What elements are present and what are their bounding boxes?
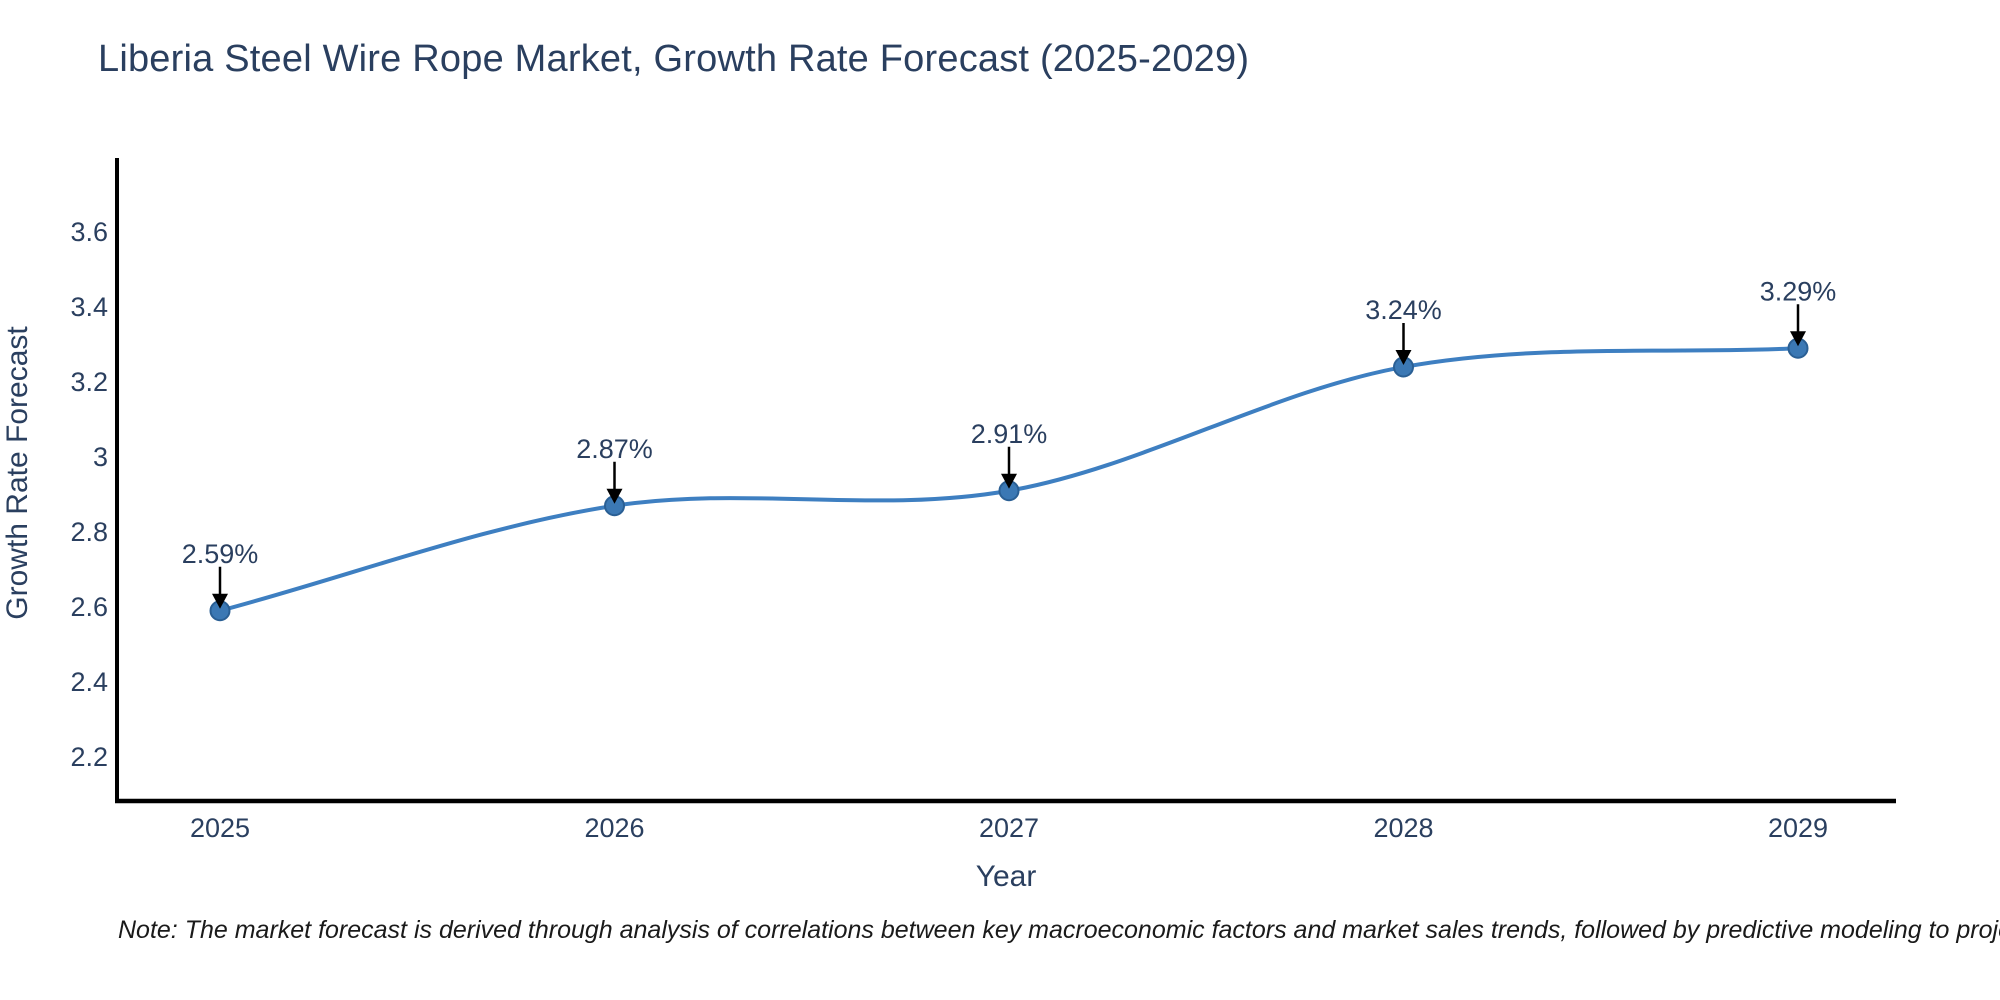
chart-title: Liberia Steel Wire Rope Market, Growth R… <box>98 38 1250 80</box>
y-tick-label: 2.6 <box>70 592 108 622</box>
x-tick-label: 2029 <box>1768 813 1828 843</box>
y-tick-label: 3.2 <box>70 367 108 397</box>
annotation-label: 2.91% <box>971 419 1048 449</box>
y-tick-label: 2.8 <box>70 517 108 547</box>
x-axis-title: Year <box>976 860 1037 893</box>
x-tick-label: 2026 <box>584 813 644 843</box>
annotation-arrowhead-icon <box>606 488 623 504</box>
annotation-label: 3.29% <box>1760 276 1837 306</box>
y-tick-label: 3.6 <box>70 217 108 247</box>
y-tick-label: 2.4 <box>70 667 108 697</box>
y-tick-label: 3.4 <box>70 292 108 322</box>
annotation-arrowhead-icon <box>212 593 228 609</box>
x-tick-label: 2028 <box>1373 813 1433 843</box>
x-tick-label: 2025 <box>190 813 250 843</box>
y-tick-label: 3 <box>93 442 108 472</box>
annotation-label: 3.24% <box>1365 295 1442 325</box>
y-axis-title: Growth Rate Forecast <box>1 326 34 620</box>
x-tick-label: 2027 <box>979 813 1039 843</box>
annotation-arrowhead-icon <box>1001 473 1017 489</box>
annotation-arrowhead-icon <box>1790 331 1806 347</box>
annotation-label: 2.59% <box>182 539 259 569</box>
footnote: Note: The market forecast is derived thr… <box>118 916 2000 944</box>
annotation-label: 2.87% <box>576 434 653 464</box>
y-tick-label: 2.2 <box>70 742 108 772</box>
annotation-arrowhead-icon <box>1395 350 1412 365</box>
